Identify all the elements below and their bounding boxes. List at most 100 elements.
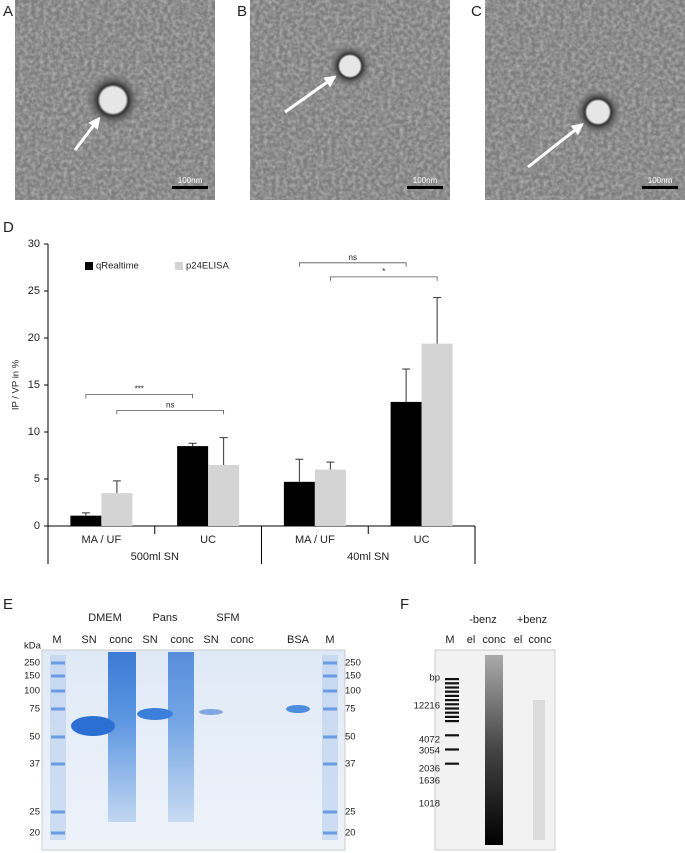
arrow: [73, 122, 97, 151]
ladder-band: [445, 715, 459, 718]
ladder-band: [323, 762, 337, 766]
lane-label: el: [514, 634, 523, 646]
ladder-band: [323, 674, 337, 678]
x-tick-label: MA / UF: [295, 534, 335, 546]
significance-label: *: [382, 267, 385, 276]
ladder-band: [323, 661, 337, 665]
arrow-head: [88, 116, 101, 130]
scale-label: 100nm: [648, 176, 673, 185]
lane-label: M: [325, 634, 334, 646]
y-tick-label: 20: [28, 332, 40, 344]
gel-ladder: [50, 655, 66, 840]
bar: [314, 469, 346, 526]
ladder-band: [445, 720, 459, 723]
lane-label: SN: [142, 634, 157, 646]
ladder-band: [51, 762, 65, 766]
y-tick-label: 0: [34, 520, 40, 532]
ladder-band: [323, 707, 337, 711]
bar: [70, 515, 102, 526]
ladder-band: [445, 699, 459, 702]
marker-label: 37: [29, 759, 40, 770]
ladder-band: [323, 810, 337, 814]
significance-bracket: [116, 409, 225, 415]
x-tick-label: UC: [200, 534, 216, 546]
ladder-band: [445, 703, 459, 706]
arrow-head: [570, 123, 584, 136]
micrograph-texture: [250, 0, 450, 200]
panel-label: A: [3, 3, 13, 20]
unit-label: bp: [429, 673, 440, 684]
group-label: Pans: [152, 612, 178, 624]
ladder-band: [445, 711, 459, 714]
ladder-band: [445, 690, 459, 693]
ladder-band: [445, 682, 459, 685]
lane-label: conc: [230, 634, 254, 646]
marker-label: 250: [24, 658, 40, 669]
scale-bar: [172, 186, 208, 189]
ladder-band: [323, 689, 337, 693]
marker-label: 75: [29, 704, 40, 715]
bar: [208, 464, 240, 526]
marker-label: 37: [345, 759, 356, 770]
scale-label: 100nm: [178, 176, 203, 185]
gel-smear: [533, 700, 545, 840]
marker-label: 100: [345, 686, 361, 697]
bar: [421, 343, 453, 526]
lane-label: conc: [109, 634, 133, 646]
y-tick-label: 10: [28, 426, 40, 438]
panel-label: E: [3, 596, 13, 613]
legend-swatch: [85, 262, 93, 270]
gel-band: [71, 716, 115, 736]
marker-label: 75: [345, 704, 356, 715]
marker-label: 50: [345, 732, 356, 743]
marker-label: 100: [24, 686, 40, 697]
y-tick-label: 30: [28, 238, 40, 250]
panel-label: C: [471, 3, 482, 20]
y-tick-label: 15: [28, 379, 40, 391]
scale-label: 100nm: [413, 176, 438, 185]
marker-label: 2036: [419, 764, 440, 775]
ladder-band: [51, 831, 65, 835]
panel-label: F: [400, 596, 409, 613]
gel-smear: [108, 652, 136, 822]
significance-label: ns: [166, 400, 174, 409]
ladder-band: [51, 689, 65, 693]
gel-ladder: [322, 655, 338, 840]
group-label: -benz: [469, 614, 497, 626]
significance-bracket: [85, 394, 194, 399]
ladder-band: [323, 735, 337, 739]
marker-label: 1018: [419, 799, 440, 810]
marker-label: 1636: [419, 776, 440, 787]
ladder-band: [51, 810, 65, 814]
y-tick-label: 5: [34, 473, 40, 485]
ladder-band: [51, 707, 65, 711]
ladder-band: [51, 674, 65, 678]
bar: [101, 493, 133, 526]
particle: [340, 56, 360, 76]
marker-label: 150: [24, 671, 40, 682]
marker-label: 20: [29, 828, 40, 839]
legend-label: qRealtime: [96, 261, 139, 272]
arrow-head: [323, 75, 337, 88]
group-label: DMEM: [88, 612, 122, 624]
marker-label: 50: [29, 732, 40, 743]
legend-label: p24ELISA: [186, 261, 229, 272]
particle: [100, 87, 126, 113]
lane-label: el: [467, 634, 476, 646]
group-label: 500ml SN: [131, 551, 179, 563]
gel-band: [286, 705, 310, 713]
ladder-band: [445, 707, 459, 710]
x-tick-label: UC: [414, 534, 430, 546]
ladder-band: [445, 694, 459, 697]
legend-swatch: [175, 262, 183, 270]
ladder-band: [445, 762, 459, 765]
lane-label: conc: [170, 634, 194, 646]
bar: [177, 446, 209, 526]
lane-label: SN: [203, 634, 218, 646]
significance-label: ns: [349, 253, 357, 262]
group-label: SFM: [216, 612, 239, 624]
marker-label: 20: [345, 828, 356, 839]
x-tick-label: MA / UF: [82, 534, 122, 546]
bar: [283, 481, 315, 526]
